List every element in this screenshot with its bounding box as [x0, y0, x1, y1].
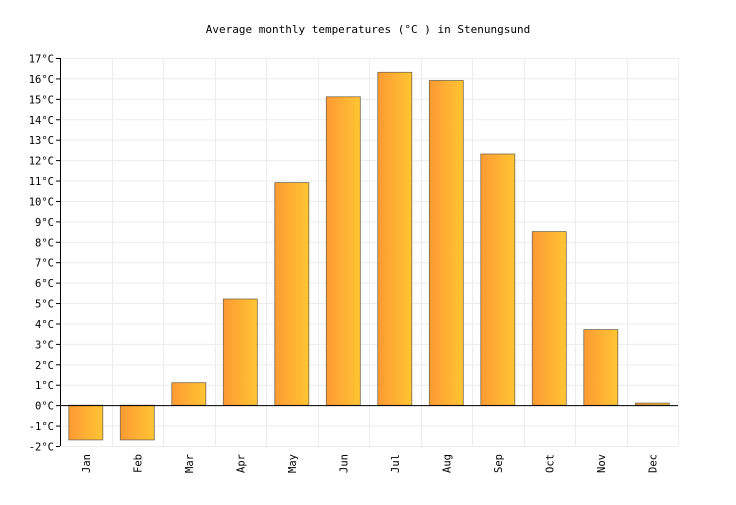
y-tick-label: 8°C: [35, 237, 54, 249]
x-tick-label: Jul: [390, 454, 402, 473]
y-tick-label: 5°C: [35, 299, 54, 311]
x-tick-label: Mar: [184, 454, 196, 473]
y-tick-label: 9°C: [35, 217, 54, 229]
x-tick-label: Jan: [81, 454, 93, 473]
x-tick-label: Oct: [544, 454, 556, 473]
y-tick-label: 13°C: [29, 135, 54, 147]
x-tick-label: Nov: [596, 454, 608, 473]
y-tick-label: 6°C: [35, 278, 54, 290]
bar-jan: [68, 404, 104, 441]
y-tick-label: 2°C: [35, 360, 54, 372]
bar-dec: [634, 402, 670, 406]
y-tick-label: 14°C: [29, 115, 54, 127]
x-tick-label: May: [287, 454, 299, 473]
y-tick-label: 12°C: [29, 156, 54, 168]
y-tick-label: -2°C: [29, 442, 54, 454]
bar-aug: [428, 80, 464, 406]
x-tick-label: Sep: [493, 454, 505, 473]
bars-layer: [68, 71, 670, 441]
bar-may: [274, 182, 310, 406]
y-tick-label: 15°C: [29, 94, 54, 106]
x-tick-labels: Jan Feb Mar Apr May Jun Jul Aug Sep Oct Nov Dec: [81, 454, 660, 473]
x-tick-label: Jun: [338, 454, 350, 473]
chart-title: Average monthly temperatures (°C ) in St…: [206, 23, 531, 36]
bar-oct: [531, 231, 567, 406]
axis-layer: [56, 58, 678, 447]
y-tick-label: 3°C: [35, 339, 54, 351]
x-tick-label: Feb: [132, 454, 144, 473]
y-tick-label: 11°C: [29, 176, 54, 188]
grid-layer: [60, 58, 679, 447]
bar-jun: [325, 96, 361, 406]
y-tick-label: 16°C: [29, 74, 54, 86]
bar-sep: [480, 153, 516, 406]
y-tick-label: 4°C: [35, 319, 54, 331]
x-tick-label: Dec: [647, 454, 659, 473]
bar-feb: [119, 404, 155, 441]
y-tick-label: 1°C: [35, 380, 54, 392]
bar-nov: [583, 329, 619, 406]
x-tick-label: Aug: [441, 454, 453, 473]
x-tick-label: Apr: [235, 454, 247, 473]
y-tick-label: 10°C: [29, 196, 54, 208]
y-tick-label: -1°C: [29, 421, 54, 433]
bar-apr: [222, 298, 258, 406]
y-tick-labels: -2°C -1°C 0°C 1°C 2°C 3°C 4°C 5°C 6°C 7°C 8°C 9°C 10…: [29, 54, 54, 454]
y-tick-label: 17°C: [29, 54, 54, 66]
bar-mar: [171, 382, 207, 406]
bar-jul: [377, 71, 413, 406]
y-tick-label: 7°C: [35, 258, 54, 270]
y-tick-label: 0°C: [35, 401, 54, 413]
